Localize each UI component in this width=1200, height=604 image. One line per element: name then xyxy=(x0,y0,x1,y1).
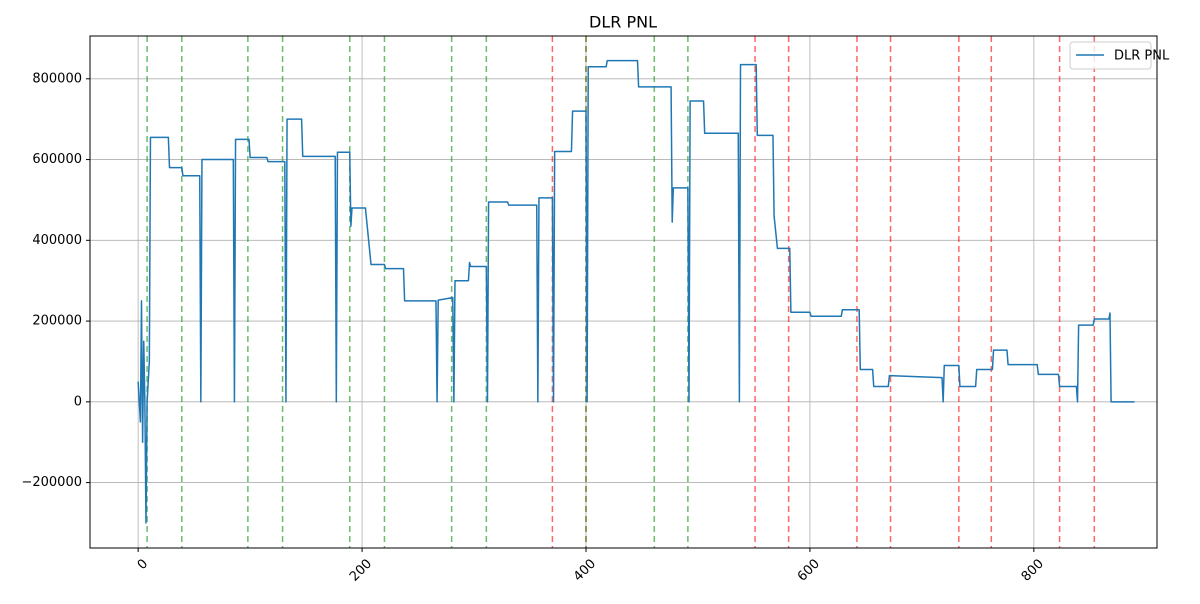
y-tick-label: 0 xyxy=(74,394,82,409)
y-tick-label: 600000 xyxy=(32,152,82,167)
legend-label: DLR PNL xyxy=(1114,49,1170,64)
y-tick-label: 800000 xyxy=(32,71,82,86)
x-tick-label: 600 xyxy=(795,556,823,584)
legend-box xyxy=(1069,41,1152,70)
y-tick-label: 200000 xyxy=(32,314,82,329)
plot-area xyxy=(137,36,1135,548)
plot-frame xyxy=(89,35,1158,549)
y-tick-label: −200000 xyxy=(21,475,82,490)
chart-title: DLR PNL xyxy=(589,13,657,32)
data-line xyxy=(137,59,1135,524)
x-tick-label: 200 xyxy=(347,556,375,584)
x-tick-label: 0 xyxy=(135,556,151,572)
x-tick-label: 400 xyxy=(571,556,599,584)
x-tick-label: 800 xyxy=(1019,556,1047,584)
y-tick-label: 400000 xyxy=(32,233,82,248)
